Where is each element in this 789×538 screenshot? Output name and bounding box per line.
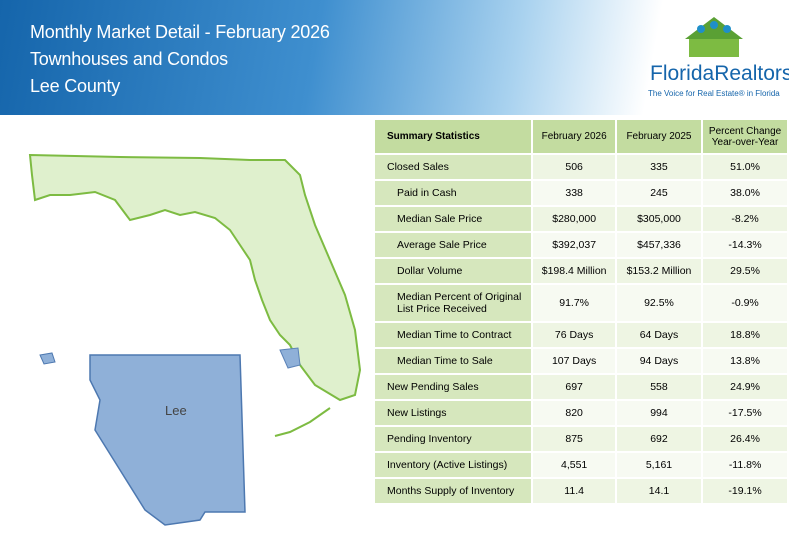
region: Lee County <box>30 76 121 96</box>
table-row: Pending Inventory 875 692 26.4% <box>372 425 789 453</box>
cell-value: 245 <box>614 179 704 207</box>
cell-value: 506 <box>531 153 617 181</box>
row-label: Median Percent of Original List Price Re… <box>372 283 534 323</box>
cell-value: 92.5% <box>614 283 704 323</box>
row-label: Median Time to Sale <box>372 347 534 375</box>
row-label: Median Sale Price <box>372 205 534 233</box>
table-row: Median Sale Price $280,000 $305,000 -8.2% <box>372 205 789 233</box>
table-row: Paid in Cash 338 245 38.0% <box>372 179 789 207</box>
column-header: February 2025 <box>614 118 704 155</box>
cell-value: 51.0% <box>701 153 789 181</box>
row-label: Closed Sales <box>372 153 534 181</box>
summary-table: Summary Statistics February 2026 February … <box>372 118 789 505</box>
cell-value: $280,000 <box>531 205 617 233</box>
column-header: February 2026 <box>531 118 617 155</box>
logo-tagline: The Voice for Real Estate® in Florida <box>648 89 780 98</box>
cell-value: 38.0% <box>701 179 789 207</box>
cell-value: 697 <box>531 373 617 401</box>
cell-value: 91.7% <box>531 283 617 323</box>
row-label: New Pending Sales <box>372 373 534 401</box>
column-header: Percent Change Year-over-Year <box>701 118 789 155</box>
cell-value: $305,000 <box>614 205 704 233</box>
florida <box>28 153 362 402</box>
cell-value: 338 <box>531 179 617 207</box>
cell-value: 14.1 <box>614 477 704 505</box>
cell-value: -17.5% <box>701 399 789 427</box>
column-header: Summary Statistics <box>372 118 534 155</box>
row-label: Inventory (Active Listings) <box>372 451 534 479</box>
cell-value: $198.4 Million <box>531 257 617 285</box>
logo: FloridaRealtors® <box>650 62 789 86</box>
cell-value: 4,551 <box>531 451 617 479</box>
cell-value: $392,037 <box>531 231 617 259</box>
island <box>39 352 56 365</box>
table-row: Closed Sales 506 335 51.0% <box>372 153 789 181</box>
table-row: New Listings 820 994 -17.5% <box>372 399 789 427</box>
cell-value: $153.2 Million <box>614 257 704 285</box>
keys <box>274 407 331 437</box>
cell-value: -8.2% <box>701 205 789 233</box>
cell-value: 18.8% <box>701 321 789 349</box>
logo-icon <box>685 17 743 57</box>
table-row: Dollar Volume $198.4 Million $153.2 Millio… <box>372 257 789 285</box>
cell-value: 13.8% <box>701 347 789 375</box>
row-label: Paid in Cash <box>372 179 534 207</box>
lee-county <box>89 354 246 526</box>
header-row: Summary Statistics February 2026 February … <box>372 118 789 155</box>
cell-value: 335 <box>614 153 704 181</box>
title: Monthly Market Detail - February 2026 <box>30 22 330 42</box>
table-row: Median Time to Contract 76 Days 64 Days 18.… <box>372 321 789 349</box>
row-label: Median Time to Contract <box>372 321 534 349</box>
row-label: Average Sale Price <box>372 231 534 259</box>
table-row: New Pending Sales 697 558 24.9% <box>372 373 789 401</box>
cell-value: 5,161 <box>614 451 704 479</box>
table-row: Inventory (Active Listings) 4,551 5,161 -11… <box>372 451 789 479</box>
cell-value: 26.4% <box>701 425 789 453</box>
table-row: Average Sale Price $392,037 $457,336 -14.3% <box>372 231 789 259</box>
cell-value: -19.1% <box>701 477 789 505</box>
subtitle: Townhouses and Condos <box>30 49 228 69</box>
cell-value: 558 <box>614 373 704 401</box>
cell-value: 994 <box>614 399 704 427</box>
lee-small <box>279 347 301 369</box>
table-row: Median Time to Sale 107 Days 94 Days 13.8% <box>372 347 789 375</box>
cell-value: 64 Days <box>614 321 704 349</box>
logo-name: FloridaRealtors <box>650 62 789 85</box>
map: Lee <box>28 153 362 526</box>
map-label: Lee <box>165 403 187 418</box>
cell-value: 11.4 <box>531 477 617 505</box>
row-label: Dollar Volume <box>372 257 534 285</box>
cell-value: 76 Days <box>531 321 617 349</box>
row-label: Pending Inventory <box>372 425 534 453</box>
cell-value: -14.3% <box>701 231 789 259</box>
cell-value: 94 Days <box>614 347 704 375</box>
table-row: Months Supply of Inventory 11.4 14.1 -19.1% <box>372 477 789 505</box>
row-label: New Listings <box>372 399 534 427</box>
cell-value: 29.5% <box>701 257 789 285</box>
cell-value: 820 <box>531 399 617 427</box>
cell-value: 107 Days <box>531 347 617 375</box>
cell-value: $457,336 <box>614 231 704 259</box>
cell-value: -11.8% <box>701 451 789 479</box>
cell-value: 24.9% <box>701 373 789 401</box>
table-row: Median Percent of Original List Price Re… <box>372 283 789 323</box>
cell-value: 875 <box>531 425 617 453</box>
header-band <box>0 0 789 115</box>
row-label: Months Supply of Inventory <box>372 477 534 505</box>
cell-value: 692 <box>614 425 704 453</box>
cell-value: -0.9% <box>701 283 789 323</box>
